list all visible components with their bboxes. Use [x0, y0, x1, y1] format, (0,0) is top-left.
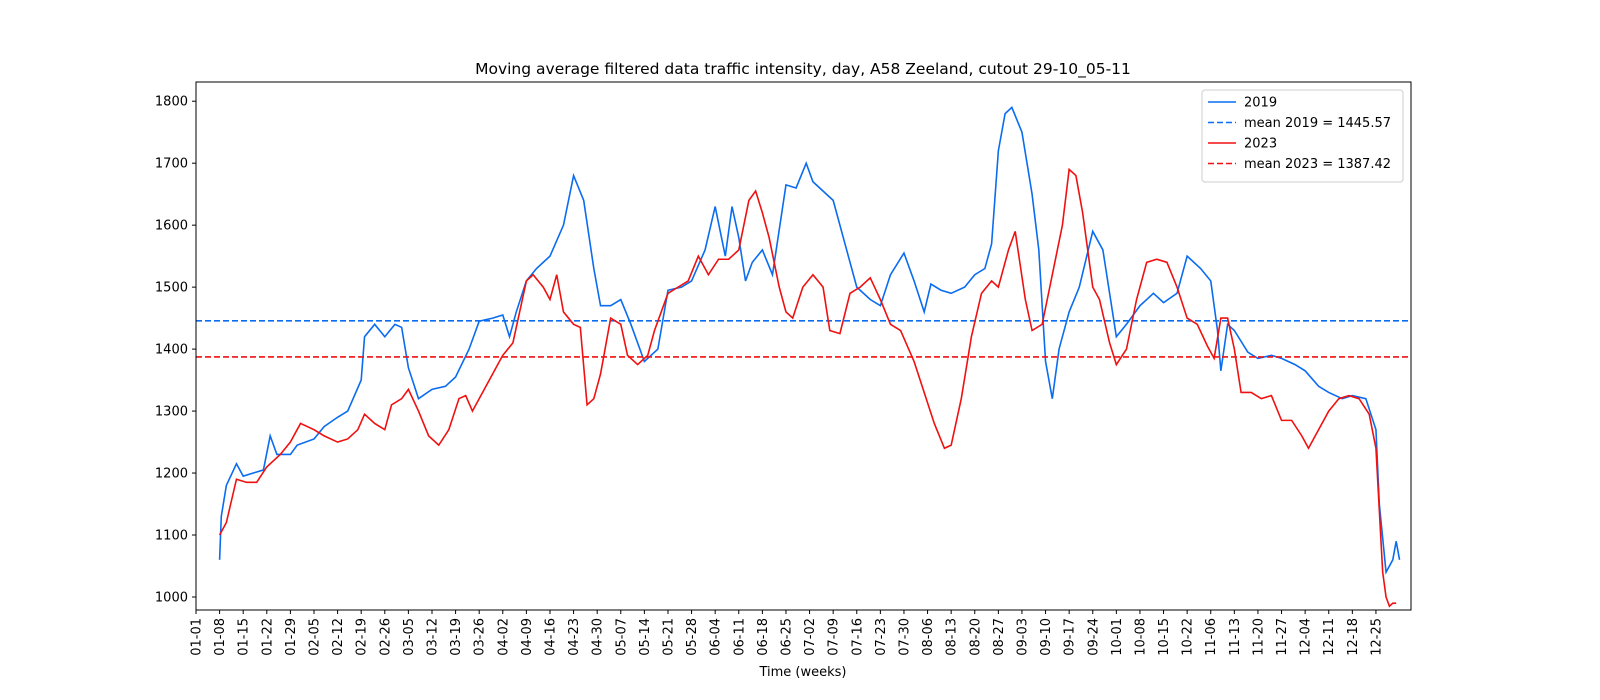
legend-label: 2019 [1244, 96, 1277, 111]
x-tick-label: 06-11 [732, 618, 747, 656]
x-tick-label: 04-23 [567, 618, 582, 656]
x-tick-label: 05-14 [638, 618, 653, 656]
y-tick-label: 1000 [155, 590, 188, 605]
x-tick-label: 11-20 [1251, 618, 1266, 656]
x-tick-label: 04-02 [496, 618, 511, 656]
x-tick-label: 04-16 [543, 618, 558, 656]
x-tick-label: 12-04 [1299, 618, 1314, 656]
y-tick-label: 1300 [155, 405, 188, 420]
x-tick-label: 07-23 [874, 618, 889, 656]
x-tick-label: 05-07 [614, 618, 629, 656]
y-tick-label: 1800 [155, 95, 188, 110]
y-tick-label: 1200 [155, 467, 188, 482]
series-line [218, 167, 1397, 608]
x-tick-label: 07-16 [850, 618, 865, 656]
x-tick-label: 01-15 [237, 618, 252, 656]
y-tick-label: 1400 [155, 343, 188, 358]
chart-title: Moving average filtered data traffic int… [475, 60, 1131, 79]
x-tick-label: 04-09 [520, 618, 535, 656]
x-tick-label: 09-17 [1063, 618, 1078, 656]
x-tick-label: 05-21 [661, 618, 676, 656]
x-tick-label: 09-03 [1015, 618, 1030, 656]
x-tick-label: 11-13 [1228, 618, 1243, 656]
x-tick-label: 08-20 [968, 618, 983, 656]
x-tick-label: 01-08 [213, 618, 228, 656]
y-tick-label: 1700 [155, 157, 188, 172]
y-tick-label: 1600 [155, 219, 188, 234]
x-tick-label: 10-08 [1133, 618, 1148, 656]
x-tick-label: 11-06 [1204, 618, 1219, 656]
x-tick-label: 06-25 [779, 618, 794, 656]
y-tick-label: 1100 [155, 529, 188, 544]
x-tick-label: 08-13 [945, 618, 960, 656]
x-tick-label: 09-24 [1086, 618, 1101, 656]
x-tick-label: 07-02 [803, 618, 818, 656]
x-tick-label: 08-27 [992, 618, 1007, 656]
legend-label: mean 2023 = 1387.42 [1244, 157, 1391, 172]
x-tick-label: 10-01 [1110, 618, 1125, 656]
plot-frame [195, 81, 1412, 611]
x-tick-label: 07-30 [897, 618, 912, 656]
x-tick-label: 05-28 [685, 618, 700, 656]
y-tick-label: 1500 [155, 281, 188, 296]
legend-label: 2023 [1244, 137, 1277, 152]
x-tick-label: 09-10 [1039, 618, 1054, 656]
x-tick-label: 12-25 [1369, 618, 1384, 656]
x-tick-label: 02-12 [331, 618, 346, 656]
x-tick-label: 03-26 [473, 618, 488, 656]
x-tick-label: 12-11 [1322, 618, 1337, 656]
x-tick-label: 06-18 [756, 618, 771, 656]
x-tick-label: 02-19 [355, 618, 370, 656]
x-tick-label: 10-15 [1157, 618, 1172, 656]
x-tick-label: 04-30 [591, 618, 606, 656]
legend-label: mean 2019 = 1445.57 [1244, 116, 1391, 131]
x-tick-label: 03-05 [402, 618, 417, 656]
x-tick-label: 10-22 [1181, 618, 1196, 656]
x-tick-label: 11-27 [1275, 618, 1290, 656]
x-tick-label: 12-18 [1346, 618, 1361, 656]
x-tick-label: 06-04 [709, 618, 724, 656]
x-tick-label: 02-26 [378, 618, 393, 656]
x-tick-label: 03-12 [425, 618, 440, 656]
x-axis-label: Time (weeks) [758, 665, 846, 680]
x-tick-label: 01-22 [260, 618, 275, 656]
x-tick-label: 02-05 [307, 618, 322, 656]
x-tick-label: 01-01 [190, 618, 205, 656]
x-tick-label: 03-19 [449, 618, 464, 656]
x-tick-label: 07-09 [827, 618, 842, 656]
x-tick-label: 01-29 [284, 618, 299, 656]
legend-box [1201, 89, 1404, 183]
x-tick-label: 08-06 [921, 618, 936, 656]
